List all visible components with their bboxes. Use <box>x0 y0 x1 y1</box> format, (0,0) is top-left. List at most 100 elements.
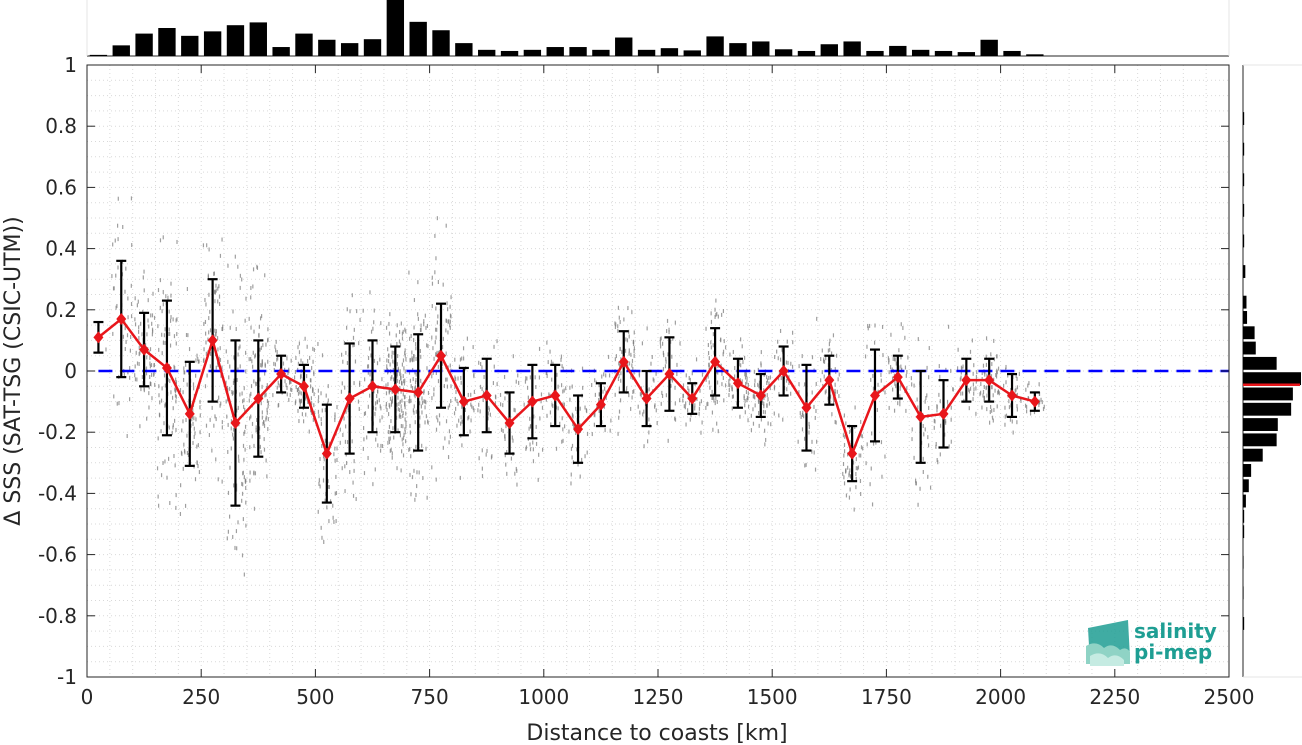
scatter-point <box>111 274 113 279</box>
scatter-point <box>236 408 238 413</box>
scatter-point <box>715 298 717 303</box>
scatter-point <box>790 391 792 396</box>
scatter-point <box>343 416 345 421</box>
scatter-point <box>820 378 822 383</box>
scatter-point <box>1003 383 1005 388</box>
scatter-point <box>211 405 213 410</box>
x-tick-label: 500 <box>296 685 334 709</box>
scatter-point <box>391 451 393 456</box>
scatter-point <box>140 387 142 392</box>
scatter-point <box>872 386 875 391</box>
scatter-point <box>439 421 441 426</box>
scatter-point <box>935 444 937 449</box>
scatter-point <box>868 323 871 328</box>
scatter-point <box>153 372 155 377</box>
scatter-point <box>369 372 371 377</box>
scatter-point <box>778 370 781 375</box>
scatter-point <box>186 433 188 438</box>
scatter-point <box>202 243 205 248</box>
scatter-point <box>560 383 563 388</box>
scatter-point <box>689 417 691 422</box>
scatter-point <box>801 354 803 359</box>
scatter-point <box>438 413 441 418</box>
scatter-point <box>620 371 622 376</box>
scatter-point <box>1024 403 1027 408</box>
scatter-point <box>263 420 265 425</box>
scatter-point <box>617 328 619 333</box>
scatter-point <box>149 347 152 352</box>
scatter-point <box>230 446 232 451</box>
scatter-point <box>410 492 412 497</box>
top-hist-bar <box>911 49 930 56</box>
scatter-point <box>275 339 277 344</box>
scatter-point <box>391 455 393 460</box>
mean-point <box>618 355 629 368</box>
scatter-point <box>413 410 415 415</box>
scatter-point <box>412 408 414 413</box>
scatter-point <box>388 321 390 326</box>
scatter-point <box>182 419 184 424</box>
scatter-point <box>230 426 232 431</box>
scatter-point <box>344 489 346 494</box>
scatter-point <box>472 406 474 411</box>
scatter-point <box>1041 400 1043 405</box>
scatter-point <box>232 436 235 441</box>
scatter-point <box>960 365 963 370</box>
scatter-point <box>359 380 361 385</box>
scatter-point <box>745 381 747 386</box>
scatter-point <box>525 376 527 381</box>
scatter-point <box>213 271 215 276</box>
scatter-point <box>303 419 305 424</box>
scatter-point <box>215 332 217 337</box>
scatter-point <box>264 393 266 398</box>
scatter-point <box>985 386 987 391</box>
scatter-point <box>1038 391 1041 396</box>
scatter-point <box>631 395 633 400</box>
scatter-point <box>778 391 780 396</box>
scatter-point <box>117 223 119 228</box>
scatter-point <box>309 384 312 389</box>
scatter-point <box>436 327 438 332</box>
scatter-point <box>928 405 930 410</box>
scatter-point <box>410 398 412 403</box>
scatter-point <box>898 348 900 353</box>
scatter-point <box>780 376 782 381</box>
scatter-point <box>464 407 466 412</box>
scatter-point <box>411 358 414 363</box>
scatter-point <box>205 423 208 428</box>
scatter-point <box>750 428 753 433</box>
scatter-point <box>339 427 341 432</box>
scatter-point <box>215 288 217 293</box>
scatter-point <box>149 361 151 366</box>
scatter-point <box>632 342 635 347</box>
scatter-point <box>285 383 287 388</box>
scatter-point <box>148 385 150 390</box>
scatter-point <box>618 409 621 414</box>
scatter-point <box>621 349 623 354</box>
scatter-point <box>290 358 292 363</box>
scatter-point <box>758 399 760 404</box>
scatter-point <box>849 487 851 492</box>
scatter-point <box>843 453 845 458</box>
scatter-point <box>149 375 151 380</box>
scatter-point <box>205 340 207 345</box>
scatter-point <box>477 408 479 413</box>
top-hist-bar <box>455 43 473 56</box>
top-hist-bar <box>1026 54 1044 56</box>
scatter-point <box>422 476 424 481</box>
scatter-point <box>401 398 403 403</box>
scatter-point <box>272 393 274 398</box>
scatter-point <box>906 386 908 391</box>
scatter-point <box>808 425 810 430</box>
scatter-point <box>401 336 404 341</box>
scatter-point <box>1025 387 1027 392</box>
scatter-point <box>661 390 663 395</box>
scatter-point <box>233 483 235 488</box>
scatter-point <box>815 409 817 414</box>
scatter-point <box>380 443 382 448</box>
scatter-point <box>192 408 194 413</box>
scatter-point <box>728 387 730 392</box>
mean-point <box>253 392 264 405</box>
scatter-point <box>744 403 746 408</box>
scatter-point <box>747 404 750 409</box>
